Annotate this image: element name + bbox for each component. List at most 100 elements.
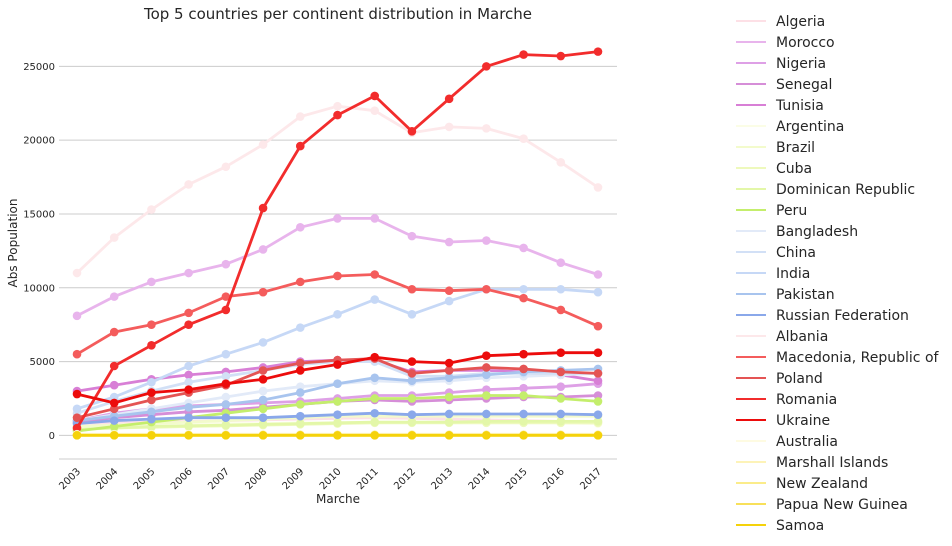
point-albania-2017	[593, 183, 603, 192]
series-russian-federation	[72, 408, 603, 428]
point-macedonia-republic-of-2014	[482, 284, 491, 294]
x-tick-2006: 2006	[169, 466, 195, 492]
point-peru-2017	[593, 397, 603, 406]
point-tunisia-2004	[109, 380, 119, 390]
point-poland-2005	[147, 395, 156, 405]
y-tick-20000: 20000	[23, 136, 55, 147]
point-russian-federation-2007	[221, 413, 231, 422]
point-macedonia-republic-of-2011	[370, 270, 380, 279]
series-morocco	[72, 214, 603, 321]
legend-label-pakistan: Pakistan	[776, 287, 835, 303]
point-albania-2016	[556, 158, 566, 167]
point-albania-2011	[370, 106, 380, 115]
point-india-2003	[72, 404, 82, 414]
legend-label-india: India	[776, 266, 810, 282]
x-tick-2012: 2012	[392, 466, 418, 492]
point-peru-2014	[482, 391, 491, 400]
x-tick-2013: 2013	[429, 466, 455, 492]
point-dominican-republic-2012	[407, 417, 417, 427]
x-tick-2009: 2009	[281, 466, 307, 492]
point-samoa-2016	[556, 431, 566, 440]
y-axis-label: Abs Population	[6, 199, 20, 288]
point-india-2007	[221, 349, 231, 359]
legend-label-bangladesh: Bangladesh	[776, 224, 858, 240]
point-macedonia-republic-of-2017	[593, 321, 603, 331]
x-tick-2008: 2008	[243, 466, 269, 492]
point-romania-2013	[444, 94, 454, 104]
point-peru-2009	[295, 400, 305, 409]
legend-label-peru: Peru	[776, 203, 807, 219]
point-romania-2010	[333, 110, 342, 120]
point-macedonia-republic-of-2008	[258, 287, 268, 297]
point-dominican-republic-2013	[444, 417, 454, 427]
point-india-2008	[258, 338, 268, 347]
point-morocco-2010	[333, 214, 342, 223]
series-romania	[72, 47, 603, 433]
x-tick-2014: 2014	[467, 466, 493, 492]
x-tick-2003: 2003	[57, 466, 83, 492]
point-dominican-republic-2006	[184, 421, 193, 431]
legend-label-cuba: Cuba	[776, 161, 812, 177]
point-india-2013	[444, 296, 454, 306]
point-morocco-2015	[519, 243, 528, 253]
point-morocco-2009	[295, 222, 305, 232]
point-dominican-republic-2009	[295, 419, 305, 428]
point-samoa-2004	[109, 431, 119, 440]
point-senegal-2017	[593, 391, 603, 400]
point-russian-federation-2015	[519, 409, 528, 419]
point-poland-2003	[72, 413, 82, 422]
point-samoa-2006	[184, 431, 193, 440]
x-tick-2005: 2005	[132, 466, 158, 492]
point-morocco-2014	[482, 236, 491, 245]
point-ukraine-2007	[221, 379, 231, 389]
point-samoa-2005	[147, 431, 156, 440]
point-macedonia-republic-of-2004	[109, 327, 119, 337]
legend-label-senegal: Senegal	[776, 77, 832, 93]
point-samoa-2010	[333, 431, 342, 440]
legend-label-samoa: Samoa	[776, 518, 824, 534]
point-peru-2010	[333, 397, 342, 406]
point-macedonia-republic-of-2016	[556, 305, 566, 315]
point-dominican-republic-2007	[221, 420, 231, 430]
point-pakistan-2009	[295, 388, 305, 397]
point-romania-2003	[72, 423, 82, 433]
point-romania-2014	[482, 62, 491, 71]
point-russian-federation-2010	[333, 410, 342, 420]
point-romania-2006	[184, 320, 193, 329]
point-morocco-2007	[221, 259, 231, 269]
point-romania-2007	[221, 305, 231, 315]
point-ukraine-2009	[295, 366, 305, 375]
point-russian-federation-2004	[109, 416, 119, 425]
point-russian-federation-2011	[370, 408, 380, 418]
point-romania-2011	[370, 91, 380, 101]
legend-label-marshall-islands: Marshall Islands	[776, 455, 888, 471]
point-dominican-republic-2015	[519, 417, 528, 426]
point-tunisia-2006	[184, 370, 193, 380]
point-poland-2012	[407, 369, 417, 378]
point-romania-2008	[258, 203, 268, 213]
point-morocco-2016	[556, 258, 566, 267]
series-india	[72, 284, 603, 414]
y-tick-labels: 0 5000 10000 15000 20000 25000	[23, 62, 55, 442]
series-albania	[72, 101, 603, 278]
x-tick-2010: 2010	[318, 466, 344, 492]
point-samoa-2014	[482, 431, 491, 440]
point-ukraine-2003	[72, 389, 82, 399]
point-samoa-2012	[407, 431, 417, 440]
point-macedonia-republic-of-2006	[184, 308, 193, 318]
point-dominican-republic-2014	[482, 417, 491, 426]
point-poland-2013	[444, 366, 454, 375]
point-ukraine-2013	[444, 358, 454, 368]
legend-label-argentina: Argentina	[776, 119, 844, 135]
series-dominican-republic	[72, 417, 603, 434]
point-china-2006	[184, 377, 193, 387]
point-macedonia-republic-of-2012	[407, 284, 417, 294]
legend-label-macedonia-republic-of: Macedonia, Republic of	[776, 350, 940, 366]
y-tick-0: 0	[49, 431, 55, 442]
x-tick-2007: 2007	[206, 466, 232, 492]
y-tick-5000: 5000	[30, 357, 55, 368]
point-samoa-2003	[72, 431, 82, 440]
x-tick-2004: 2004	[95, 466, 121, 492]
point-ukraine-2006	[184, 385, 193, 394]
point-nigeria-2015	[519, 383, 528, 393]
